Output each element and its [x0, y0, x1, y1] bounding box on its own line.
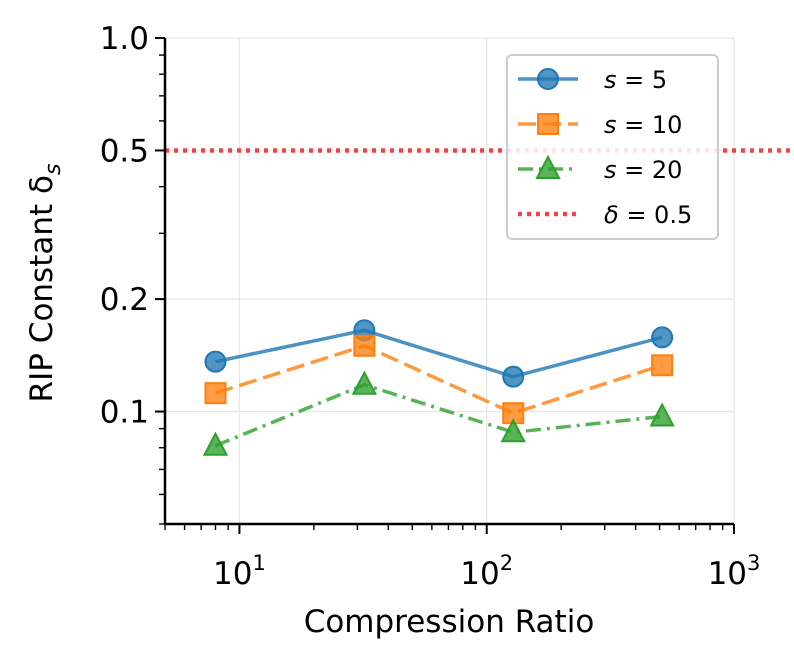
legend-label-value: = 20	[617, 156, 683, 184]
x-tick-label-base: 10	[213, 556, 252, 592]
legend-label-value: = 5	[617, 66, 668, 94]
legend-label-value: = 0.5	[619, 201, 693, 229]
x-tick-label-base: 10	[708, 556, 747, 592]
x-tick-label: 101	[213, 551, 266, 592]
data-point	[205, 383, 225, 403]
x-tick-label-exponent: 2	[500, 551, 513, 575]
data-point	[353, 373, 375, 394]
y-tick-label: 0.1	[100, 395, 149, 431]
y-axis-label: RIP Constant δs	[24, 164, 66, 403]
legend-label-value: = 10	[617, 111, 683, 139]
legend-label-variable: s	[604, 66, 617, 94]
data-point	[205, 352, 225, 372]
legend-marker	[538, 114, 558, 134]
data-point	[354, 336, 374, 356]
series-line	[215, 385, 662, 446]
x-tick-label-base: 10	[460, 556, 499, 592]
x-axis-label: Compression Ratio	[304, 604, 595, 640]
data-point	[652, 355, 672, 375]
data-point	[651, 404, 673, 425]
y-tick-label: 0.2	[100, 282, 149, 318]
legend-label-variable: δ	[604, 201, 619, 229]
x-tick-label: 103	[708, 551, 761, 592]
x-tick-label-exponent: 3	[747, 551, 760, 575]
chart: 101 102 1030.10.20.51.0 Compression Ratio …	[0, 0, 794, 667]
x-tick-label: 102	[460, 551, 513, 592]
y-axis-label-main: RIP Constant δ	[24, 175, 60, 402]
legend-label-variable: s	[604, 156, 617, 184]
legend-label-variable: s	[604, 111, 617, 139]
y-axis-label-subscript: s	[41, 164, 66, 175]
legend-label: s = 5	[604, 66, 667, 94]
legend-label: δ = 0.5	[604, 201, 692, 229]
series-layer	[204, 320, 673, 454]
data-point	[503, 367, 523, 387]
legend-marker	[538, 69, 558, 89]
x-tick-label-exponent: 1	[252, 551, 265, 575]
data-point	[652, 327, 672, 347]
y-tick-label: 1.0	[100, 21, 149, 57]
legend-label: s = 10	[604, 111, 682, 139]
y-tick-label: 0.5	[100, 133, 149, 169]
legend-label: s = 20	[604, 156, 682, 184]
legend: s = 5s = 10s = 20δ = 0.5	[507, 55, 718, 239]
series-line	[215, 330, 662, 376]
